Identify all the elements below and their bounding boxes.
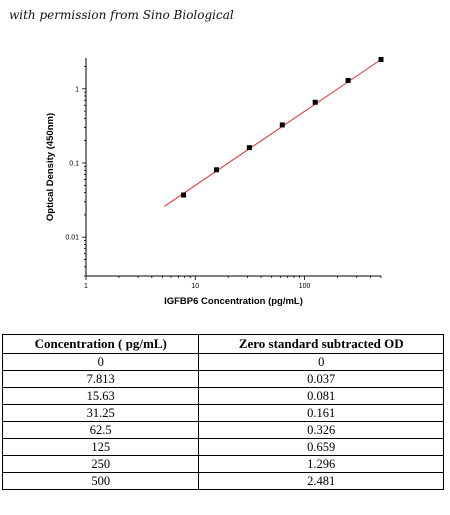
cell-od: 0.081 <box>198 387 444 405</box>
x-tick-label: 100 <box>299 283 311 290</box>
cell-od: 1.296 <box>198 455 444 473</box>
data-point <box>279 122 285 128</box>
y-axis-label: Optical Density (450nm) <box>45 113 56 221</box>
table-row: 125 0.659 <box>1 438 444 456</box>
table-row: 31.25 0.161 <box>1 404 444 422</box>
data-point <box>345 77 351 83</box>
cell-concentration: 31.25 <box>1 404 200 422</box>
cell-od: 0.659 <box>198 438 444 456</box>
table-row: 62.5 0.326 <box>1 421 444 439</box>
cell-concentration: 15.63 <box>1 387 200 405</box>
table-row: 500 2.481 <box>1 472 444 490</box>
header-concentration: Concentration ( pg/mL) <box>1 334 200 354</box>
y-tick-label: 0.01 <box>65 235 79 242</box>
standard-data-table: Concentration ( pg/mL) Zero standard sub… <box>1 334 444 490</box>
data-point <box>312 99 318 105</box>
cell-od: 0 <box>198 353 444 371</box>
data-points <box>181 57 384 198</box>
y-tick-label: 0.1 <box>69 160 79 167</box>
data-point <box>181 192 187 198</box>
x-tick-label: 1 <box>84 283 88 290</box>
table-header-row: Concentration ( pg/mL) Zero standard sub… <box>1 334 444 354</box>
data-point <box>214 167 220 173</box>
table-row: 7.813 0.037 <box>1 370 444 388</box>
cell-od: 0.037 <box>198 370 444 388</box>
x-tick-label: 10 <box>191 283 199 290</box>
chart-axes <box>85 58 381 277</box>
cell-concentration: 125 <box>1 438 200 456</box>
cell-concentration: 250 <box>1 455 200 473</box>
fit-line-group <box>163 59 382 207</box>
cell-od: 2.481 <box>198 472 444 490</box>
y-tick-label: 1 <box>75 86 79 93</box>
cell-od: 0.161 <box>198 404 444 422</box>
cell-concentration: 7.813 <box>1 370 200 388</box>
data-point <box>378 57 384 63</box>
chart-ticks: 0.01 0.1 1 1 10 100 <box>65 66 382 290</box>
table-row: 250 1.296 <box>1 455 444 473</box>
x-axis-label: IGFBP6 Concentration (pg/mL) <box>164 296 303 307</box>
fit-line <box>163 59 382 207</box>
permission-credit: with permission from Sino Biological <box>9 8 234 22</box>
cell-od: 0.326 <box>198 421 444 439</box>
standard-curve-chart: 0.01 0.1 1 1 10 100 IGFBP6 Concentration (pg/… <box>45 57 384 307</box>
data-point <box>246 145 252 151</box>
table-row: 15.63 0.081 <box>1 387 444 405</box>
cell-concentration: 62.5 <box>1 421 200 439</box>
cell-concentration: 500 <box>1 472 200 490</box>
header-od: Zero standard subtracted OD <box>198 334 444 354</box>
cell-concentration: 0 <box>1 353 200 371</box>
